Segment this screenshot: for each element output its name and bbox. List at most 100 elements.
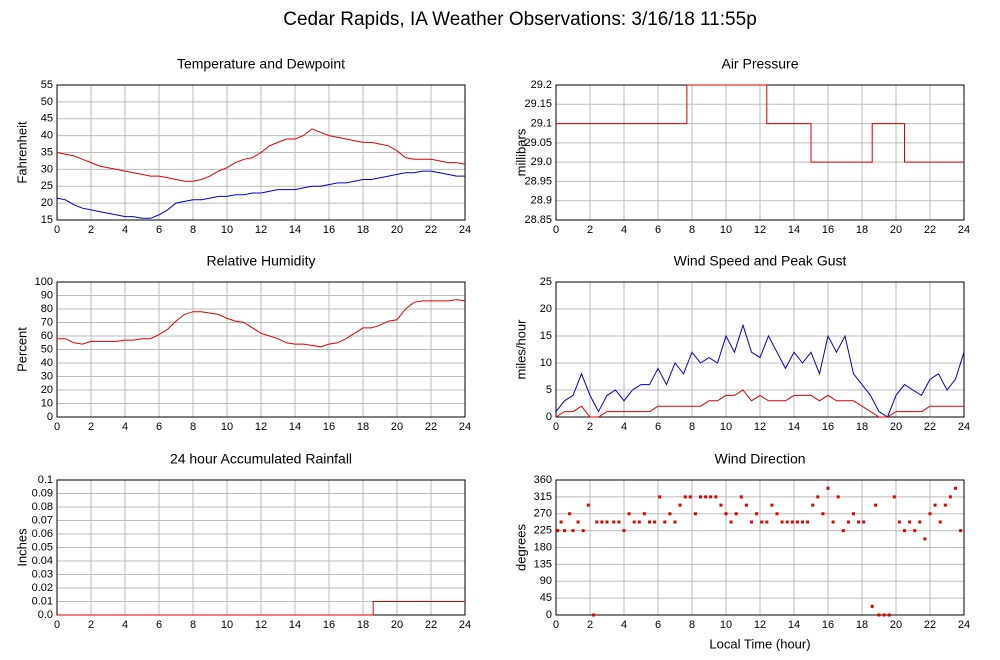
scatter-point xyxy=(739,495,743,499)
x-tick-label: 10 xyxy=(720,224,732,236)
x-tick-label: 18 xyxy=(856,421,868,433)
y-tick-label: 0.1 xyxy=(38,474,53,486)
y-tick-label: 270 xyxy=(534,508,552,520)
plot-frame xyxy=(555,281,965,418)
series-line xyxy=(555,323,965,418)
series-line xyxy=(56,170,465,219)
x-tick-label: 20 xyxy=(890,421,902,433)
plot-frame xyxy=(555,479,965,616)
x-tick-label: 14 xyxy=(289,619,301,631)
x-tick-label: 16 xyxy=(323,619,335,631)
y-tick-label: 40 xyxy=(41,357,53,369)
scatter-point xyxy=(887,613,891,617)
x-tick-label: 24 xyxy=(459,619,471,631)
x-tick-label: 4 xyxy=(621,421,627,433)
scatter-point xyxy=(632,520,636,524)
scatter-point xyxy=(658,495,662,499)
x-tick-label: 2 xyxy=(587,224,593,236)
y-tick-label: 0.08 xyxy=(32,501,53,513)
x-tick-label: 22 xyxy=(924,421,936,433)
x-tick-label: 12 xyxy=(754,619,766,631)
x-tick-label: 16 xyxy=(323,421,335,433)
x-tick-label: 4 xyxy=(122,619,128,631)
y-tick-label: 28.85 xyxy=(524,214,552,226)
x-tick-label: 4 xyxy=(122,421,128,433)
scatter-point xyxy=(734,512,738,516)
series-line xyxy=(555,389,964,418)
x-tick-label: 12 xyxy=(255,421,267,433)
y-tick-label: 70 xyxy=(41,316,53,328)
y-tick-label: 0 xyxy=(546,411,552,423)
scatter-point xyxy=(928,512,932,516)
y-tick-label: 28.9 xyxy=(531,195,552,207)
scatter-point xyxy=(882,613,886,617)
y-tick-label: 0.03 xyxy=(32,568,53,580)
x-tick-label: 4 xyxy=(621,619,627,631)
scatter-point xyxy=(663,520,667,524)
y-tick-label: 0.07 xyxy=(32,514,53,526)
x-tick-label: 16 xyxy=(822,224,834,236)
y-tick-label: 5 xyxy=(546,384,552,396)
x-tick-label: 6 xyxy=(156,421,162,433)
y-tick-label: 90 xyxy=(540,575,552,587)
y-tick-label: 45 xyxy=(540,592,552,604)
y-tick-label: 225 xyxy=(534,525,552,537)
y-tick-label: 180 xyxy=(534,541,552,553)
x-tick-label: 2 xyxy=(88,619,94,631)
page-title: Cedar Rapids, IA Weather Observations: 3… xyxy=(283,9,757,30)
scatter-point xyxy=(591,613,595,617)
x-tick-label: 18 xyxy=(357,421,369,433)
y-tick-label: 55 xyxy=(41,79,53,91)
panel-title: Air Pressure xyxy=(721,56,798,72)
x-tick-label: 10 xyxy=(221,619,233,631)
y-tick-label: 0.04 xyxy=(32,555,53,567)
scatter-point xyxy=(903,529,906,533)
x-tick-label: 6 xyxy=(156,619,162,631)
scatter-point xyxy=(744,503,748,507)
y-axis-label: Inches xyxy=(14,528,29,567)
scatter-point xyxy=(831,520,835,524)
panel-title: Relative Humidity xyxy=(207,253,316,269)
y-tick-label: 29.15 xyxy=(524,98,552,110)
scatter-point xyxy=(923,537,927,541)
scatter-point xyxy=(913,529,917,533)
scatter-point xyxy=(938,520,942,524)
x-tick-label: 8 xyxy=(190,619,196,631)
x-tick-label: 22 xyxy=(425,421,437,433)
x-tick-label: 8 xyxy=(689,619,695,631)
y-tick-label: 35 xyxy=(41,146,53,158)
scatter-point xyxy=(617,520,621,524)
scatter-point xyxy=(605,520,609,524)
x-tick-label: 8 xyxy=(190,224,196,236)
y-tick-label: 10 xyxy=(41,397,53,409)
x-tick-label: 0 xyxy=(54,224,60,236)
scatter-point xyxy=(678,503,682,507)
y-tick-label: 50 xyxy=(41,343,53,355)
scatter-point xyxy=(673,520,677,524)
scatter-point xyxy=(637,520,641,524)
scatter-point xyxy=(918,520,922,524)
x-tick-label: 0 xyxy=(553,224,559,236)
x-tick-label: 14 xyxy=(788,224,800,236)
x-tick-label: 20 xyxy=(391,421,403,433)
y-tick-label: 80 xyxy=(41,303,53,315)
y-tick-label: 0 xyxy=(47,411,53,423)
x-tick-label: 2 xyxy=(88,224,94,236)
x-tick-label: 18 xyxy=(357,619,369,631)
x-tick-label: 12 xyxy=(255,619,267,631)
scatter-point xyxy=(704,495,708,499)
y-tick-label: 0 xyxy=(546,609,552,621)
x-tick-label: 24 xyxy=(958,421,970,433)
series-line xyxy=(56,128,466,182)
scatter-point xyxy=(770,503,774,507)
y-tick-label: 30 xyxy=(41,163,53,175)
scatter-point xyxy=(755,512,759,516)
x-tick-label: 20 xyxy=(391,619,403,631)
scatter-point xyxy=(780,520,784,524)
x-tick-label: 12 xyxy=(255,224,267,236)
scatter-point xyxy=(785,520,789,524)
y-axis-label: degrees xyxy=(513,524,528,571)
x-tick-label: 2 xyxy=(587,619,593,631)
scatter-point xyxy=(765,520,769,524)
